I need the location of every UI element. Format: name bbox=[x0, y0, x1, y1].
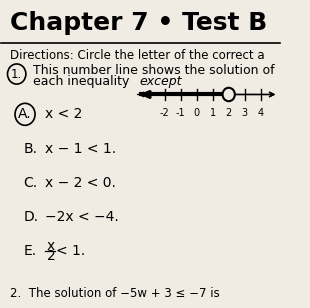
Text: 4: 4 bbox=[258, 108, 264, 118]
Text: 0: 0 bbox=[193, 108, 200, 118]
Text: 1.: 1. bbox=[11, 67, 22, 80]
Text: B.: B. bbox=[24, 141, 38, 156]
Text: 2: 2 bbox=[226, 108, 232, 118]
Text: 2.  The solution of −5w + 3 ≤ −7 is: 2. The solution of −5w + 3 ≤ −7 is bbox=[10, 287, 219, 300]
Text: x − 1 < 1.: x − 1 < 1. bbox=[45, 141, 116, 156]
Text: −2x < −4.: −2x < −4. bbox=[45, 210, 118, 224]
Text: -1: -1 bbox=[176, 108, 185, 118]
Text: -2: -2 bbox=[160, 108, 170, 118]
Text: 3: 3 bbox=[242, 108, 248, 118]
Text: < 1.: < 1. bbox=[56, 244, 86, 258]
Text: each inequality: each inequality bbox=[33, 75, 134, 88]
Text: except: except bbox=[139, 75, 182, 88]
Text: 1: 1 bbox=[210, 108, 216, 118]
Circle shape bbox=[223, 88, 235, 101]
Text: D.: D. bbox=[24, 210, 39, 224]
Text: C.: C. bbox=[24, 176, 38, 190]
Text: x < 2: x < 2 bbox=[45, 107, 82, 121]
Text: Chapter 7 • Test B: Chapter 7 • Test B bbox=[10, 10, 267, 34]
Text: A.: A. bbox=[18, 107, 32, 121]
Text: x: x bbox=[47, 239, 55, 253]
Circle shape bbox=[7, 64, 26, 84]
Text: E.: E. bbox=[24, 244, 37, 258]
Text: Directions: Circle the letter of the correct a: Directions: Circle the letter of the cor… bbox=[10, 49, 264, 62]
Text: This number line shows the solution of: This number line shows the solution of bbox=[33, 64, 275, 77]
Text: 2: 2 bbox=[47, 249, 55, 263]
Text: x − 2 < 0.: x − 2 < 0. bbox=[45, 176, 115, 190]
